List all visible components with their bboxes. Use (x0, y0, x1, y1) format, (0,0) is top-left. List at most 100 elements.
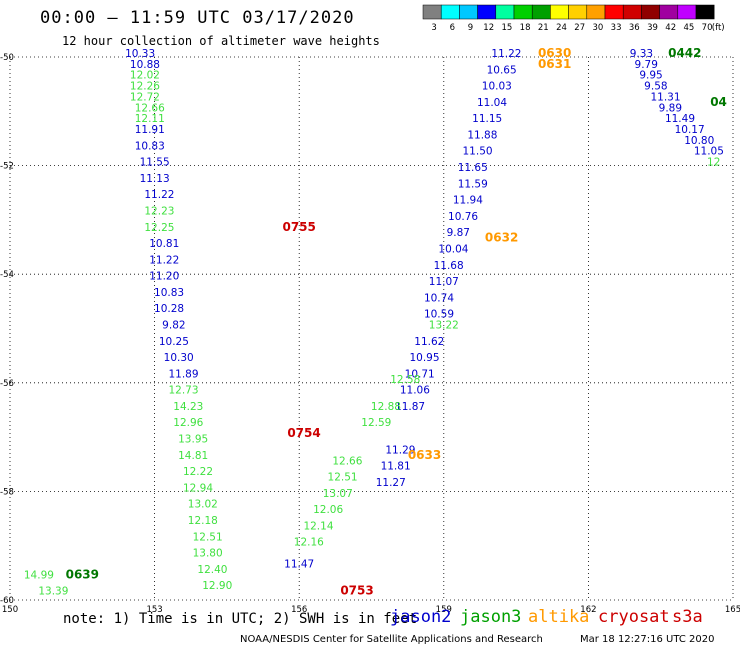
x-tick-label: 156 (291, 605, 307, 615)
colorbar-swatch (513, 4, 533, 20)
y-tick-label: -52 (0, 162, 14, 172)
colorbar-swatch (531, 4, 551, 20)
legend-cryosat: cryosat (598, 607, 670, 627)
data-point-jason2: 10.71 (405, 368, 435, 380)
data-point-jason3: 12.51 (328, 472, 358, 484)
data-point-jason2: 10.76 (448, 211, 478, 223)
data-point-jason3: 12.66 (135, 102, 165, 114)
data-point-jason2: 10.25 (159, 336, 189, 348)
colorbar-swatch (604, 4, 624, 20)
data-point-jason2: 11.49 (665, 113, 695, 125)
data-point-jason3: 12.11 (135, 113, 165, 125)
data-point-jason3: 12 (707, 157, 720, 169)
x-tick-label: 150 (2, 605, 18, 615)
data-point-jason3: 12.18 (188, 515, 218, 527)
colorbar-label: 15 (501, 23, 512, 33)
data-point-jason3: 12.72 (130, 91, 160, 103)
data-point-jason2: 11.20 (149, 271, 179, 283)
chart-subtitle: 12 hour collection of altimeter wave hei… (62, 34, 380, 48)
data-point-jason2: 11.50 (463, 146, 493, 158)
data-point-jason2: 10.83 (135, 140, 165, 152)
footer-credit: NOAA/NESDIS Center for Satellite Applica… (240, 634, 543, 645)
data-point-jason2: 9.89 (659, 102, 682, 114)
data-point-jason2: 11.89 (168, 368, 198, 380)
y-tick-label: -54 (0, 270, 14, 280)
colorbar-label: 21 (538, 23, 549, 33)
data-point-jason3: 12.23 (144, 205, 174, 217)
data-point-jason3: 12.94 (183, 482, 213, 494)
data-point-jason3: 14.99 (24, 569, 54, 581)
legend-jason3: jason3 (460, 607, 522, 627)
data-point-jason2: 11.68 (434, 260, 464, 272)
legend-jason2: jason2 (390, 607, 452, 627)
data-point-jason3: 12.59 (361, 417, 391, 429)
colorbar-swatch (459, 4, 478, 20)
data-point-jason2: 10.17 (675, 124, 705, 136)
colorbar-swatch (440, 4, 460, 20)
colorbar-swatch (659, 4, 679, 20)
data-point-jason2: 10.33 (125, 48, 155, 60)
data-point-jason2: 11.22 (144, 189, 174, 201)
colorbar-swatch (550, 4, 569, 20)
chart-title: 00:00 – 11:59 UTC 03/17/2020 (40, 8, 355, 28)
pass-time-label: 0755 (282, 220, 315, 234)
y-tick-label: -60 (0, 596, 14, 606)
colorbar-label: 3 (431, 23, 436, 33)
axes: 150 153 156 159 162 165 -50 -52 -54 -56 -58 -60 (0, 53, 740, 615)
colorbar-label: 24 (556, 23, 567, 33)
data-point-jason3: 12.88 (371, 401, 401, 413)
data-point-jason2: 10.83 (154, 287, 184, 299)
data-point-jason2: 11.94 (453, 195, 483, 207)
y-tick-label: -58 (0, 487, 14, 497)
pass-time-label: 0633 (408, 448, 441, 462)
data-point-jason2: 11.29 (385, 444, 415, 456)
pass-time-label: 0442 (668, 46, 701, 60)
data-point-jason3: 13.80 (193, 548, 223, 560)
data-point-jason2: 11.13 (140, 173, 170, 185)
colorbar-unit: (ft) (712, 23, 725, 33)
colorbar-label: 30 (592, 23, 603, 33)
colorbar-label: 42 (665, 23, 676, 33)
data-point-jason2: 11.31 (650, 91, 680, 103)
colorbar-label: 27 (574, 23, 585, 33)
data-point-jason2: 11.47 (284, 558, 314, 570)
data-point-jason2: 11.27 (376, 477, 406, 489)
data-point-jason3: 12.02 (130, 70, 160, 82)
legend-altika: altika (528, 607, 590, 627)
pass-time-label: 0754 (287, 426, 320, 440)
colorbar-label: 12 (483, 23, 494, 33)
data-point-jason3: 12.73 (168, 385, 198, 397)
y-tick-label: -56 (0, 379, 14, 389)
y-tick-label: -50 (0, 53, 14, 63)
data-point-jason2: 11.07 (429, 276, 459, 288)
data-point-jason3: 12.06 (313, 504, 343, 516)
data-point-jason2: 9.87 (447, 227, 470, 239)
data-point-jason2: 11.06 (400, 385, 430, 397)
data-point-jason3: 12.16 (294, 537, 324, 549)
pass-time-label: 0631 (538, 57, 571, 71)
colorbar-swatch (641, 4, 660, 20)
pass-time-label: 0639 (66, 567, 99, 581)
pass-time-label: 04 (710, 95, 727, 109)
data-point-jason2: 11.55 (140, 157, 170, 169)
colorbar-swatch (695, 4, 715, 20)
data-point-jason3: 12.26 (130, 81, 160, 93)
data-point-jason2: 11.87 (395, 401, 425, 413)
x-tick-label: 162 (580, 605, 596, 615)
colorbar-label: 45 (683, 23, 694, 33)
data-point-jason2: 9.33 (630, 48, 653, 60)
colorbar-swatch (495, 4, 515, 20)
data-point-jason2: 11.81 (381, 461, 411, 473)
data-point-jason2: 10.03 (482, 81, 512, 93)
x-tick-label: 165 (725, 605, 740, 615)
colorbar-swatch (568, 4, 588, 20)
colorbar-label: 33 (611, 23, 622, 33)
pass-time-label: 0630 (538, 46, 571, 60)
data-point-jason2: 9.58 (644, 81, 667, 93)
data-point-jason2: 11.15 (472, 113, 502, 125)
x-tick-label: 159 (436, 605, 452, 615)
